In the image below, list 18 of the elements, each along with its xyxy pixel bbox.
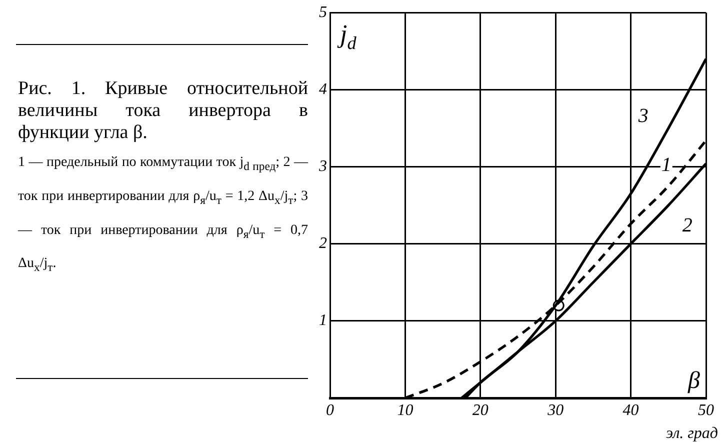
- x-tick-label: 10: [397, 402, 414, 419]
- text: 1 — предельный по коммутации ток j$_{d пред}$; 2 — ток при инвертировании для ρ$_{я}$/u$_{т}$ = 1,2 Δu$_{x}$/j$_{т}$; 3 — ток при инвертировании для ρ$_{я}$/u$_{т}$ = 0,7 Δu$_{x}$/j$_{т}$.: [18, 155, 308, 274]
- y-tick-label: 5: [319, 4, 327, 21]
- text: Рис. 1. Кривые относительной величины тока инвертора в функции угла β.: [18, 78, 308, 144]
- x-tick-label: 50: [698, 402, 714, 419]
- series-label: 1: [661, 154, 672, 176]
- x-tick-label: 20: [472, 402, 488, 419]
- x-tick-label: 40: [622, 402, 639, 419]
- x-axis-title: эл. град: [666, 425, 718, 442]
- y-tick-label: 2: [319, 235, 327, 252]
- x-tick-label: 0: [326, 402, 334, 419]
- annotation: β: [687, 368, 700, 394]
- y-tick-label: 3: [318, 158, 327, 175]
- series-label: 3: [637, 105, 648, 128]
- x-tick-label: 30: [546, 402, 564, 419]
- y-tick-label: 1: [319, 312, 327, 330]
- y-tick-label: 4: [319, 80, 327, 98]
- series-label: 2: [682, 214, 692, 236]
